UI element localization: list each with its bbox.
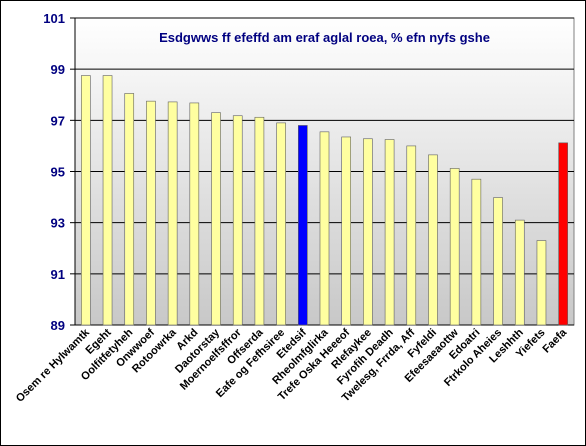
- y-tick-label: 101: [43, 11, 65, 26]
- bar-16: [406, 145, 417, 326]
- bar-21: [514, 219, 525, 326]
- bar-20: [493, 197, 503, 326]
- bar-5: [167, 101, 178, 326]
- bar-13: [341, 136, 351, 326]
- y-tick-label: 99: [51, 62, 65, 77]
- bar-3: [124, 93, 135, 326]
- bar-4: [146, 100, 156, 326]
- bar-18: [449, 168, 460, 326]
- bar-12: [319, 131, 330, 326]
- y-tick-label: 95: [51, 165, 65, 180]
- y-axis-ticks: 89 91 93 95 97 99 101: [43, 11, 65, 333]
- bar-8: [232, 115, 243, 326]
- bar-19: [471, 178, 482, 326]
- y-tick-label: 89: [51, 318, 65, 333]
- bar-11: [298, 125, 308, 326]
- x-category-label: Osem re Hylwamtk: [14, 326, 93, 405]
- bar-15: [384, 139, 395, 326]
- bar-22: [536, 240, 547, 326]
- y-tick-label: 93: [51, 216, 65, 231]
- bar-17: [428, 154, 438, 326]
- x-axis-labels: Osem re HylwamtkEgehtOolfitfetyhehOnwwoe…: [14, 326, 570, 405]
- y-tick-label: 97: [51, 113, 65, 128]
- bar-9: [254, 116, 265, 326]
- bar-14: [363, 138, 373, 326]
- bar-6: [189, 102, 200, 326]
- bar-23: [558, 142, 568, 326]
- bar-7: [211, 112, 221, 326]
- chart-title: Esdgwws ff efeffd am eraf aglal roea, % …: [159, 30, 490, 45]
- bars: [81, 75, 568, 326]
- y-tick-label: 91: [51, 267, 65, 282]
- bar-10: [276, 122, 286, 326]
- bar-1: [81, 75, 91, 326]
- x-category-label: Faefa: [540, 326, 569, 355]
- bar-2: [102, 75, 113, 326]
